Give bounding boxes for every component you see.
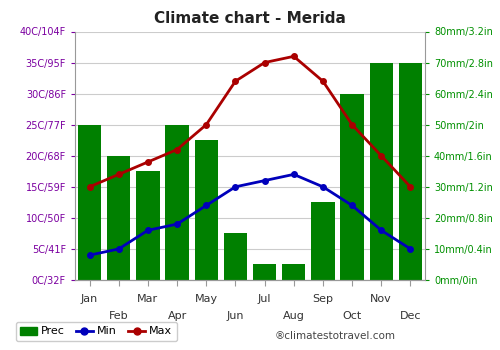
Bar [311, 202, 334, 280]
Text: Oct: Oct [342, 310, 361, 321]
Bar [282, 265, 306, 280]
Text: Dec: Dec [400, 310, 421, 321]
Text: Jul: Jul [258, 294, 272, 304]
Text: Feb: Feb [109, 310, 128, 321]
Text: Jan: Jan [81, 294, 98, 304]
Text: Mar: Mar [138, 294, 158, 304]
Bar [166, 125, 189, 280]
Text: Apr: Apr [168, 310, 186, 321]
Text: Sep: Sep [312, 294, 334, 304]
Bar [253, 265, 276, 280]
Text: Aug: Aug [283, 310, 304, 321]
Title: Climate chart - Merida: Climate chart - Merida [154, 11, 346, 26]
Bar [194, 140, 218, 280]
Bar [78, 125, 101, 280]
Bar [398, 63, 422, 280]
Text: Jun: Jun [226, 310, 244, 321]
Bar [340, 93, 364, 280]
Bar [224, 233, 247, 280]
Text: May: May [194, 294, 218, 304]
Text: ®climatestotravel.com: ®climatestotravel.com [275, 331, 396, 341]
Bar [136, 171, 160, 280]
Legend: Prec, Min, Max: Prec, Min, Max [16, 322, 177, 341]
Bar [370, 63, 393, 280]
Bar [107, 156, 130, 280]
Text: Nov: Nov [370, 294, 392, 304]
